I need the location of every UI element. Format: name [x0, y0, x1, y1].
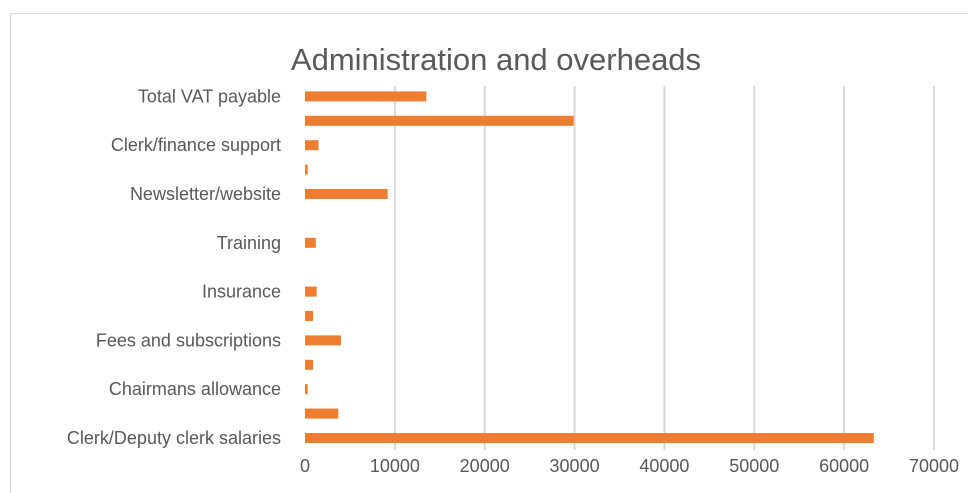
bar — [305, 140, 319, 151]
x-tick-label: 10000 — [370, 456, 420, 476]
gridlines — [393, 86, 935, 450]
bar — [305, 408, 339, 419]
category-label: Training — [217, 233, 281, 253]
bar — [305, 115, 574, 126]
bar — [305, 91, 427, 102]
bar — [305, 311, 314, 321]
x-tick-label: 20000 — [460, 456, 510, 476]
category-label: Clerk/finance support — [111, 135, 281, 155]
category-label: Total VAT payable — [138, 86, 281, 106]
bar — [305, 189, 388, 199]
bar — [305, 433, 874, 443]
category-label: Fees and subscriptions — [96, 330, 281, 350]
category-label: Chairmans allowance — [109, 379, 281, 399]
bar — [305, 384, 308, 395]
category-label: Newsletter/website — [130, 184, 281, 204]
bar — [305, 286, 317, 297]
x-tick-label: 40000 — [639, 456, 689, 476]
category-labels: Clerk/Deputy clerk salaries Chairmans all… — [67, 86, 281, 448]
x-tick-label: 60000 — [819, 456, 869, 476]
bar — [305, 335, 341, 346]
bar — [305, 237, 316, 248]
chart-area-border — [10, 13, 968, 493]
category-label: Insurance — [202, 282, 281, 302]
x-tick-label: 0 — [300, 456, 310, 476]
bar — [305, 359, 314, 370]
bar — [305, 164, 308, 175]
chart-title: Administration and overheads — [291, 42, 701, 77]
x-tick-label: 50000 — [729, 456, 779, 476]
x-tick-label: 30000 — [550, 456, 600, 476]
category-label: Clerk/Deputy clerk salaries — [67, 428, 281, 448]
bars — [305, 91, 874, 443]
x-axis-tick-labels: 0 10000 20000 30000 40000 50000 60000 70000 — [300, 456, 959, 476]
x-tick-label: 70000 — [909, 456, 959, 476]
